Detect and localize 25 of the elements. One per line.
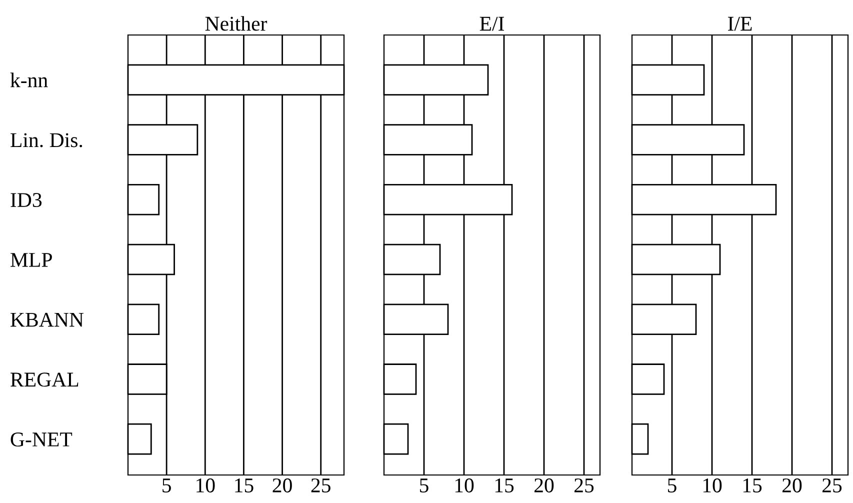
x-tick-label: 10	[196, 478, 215, 492]
chart-title: E/I	[480, 16, 504, 31]
y-tick-label: Lin. Dis.	[10, 133, 82, 148]
chart-title: I/E	[728, 16, 752, 31]
x-tick-label: 20	[272, 478, 292, 492]
x-tick-label: 25	[311, 478, 330, 492]
x-tick-label: 20	[534, 478, 554, 492]
y-tick-label: REGAL	[10, 372, 78, 387]
y-tick-label: k-nn	[10, 72, 48, 88]
y-tick-label: KBANN	[10, 312, 84, 327]
x-tick-label: 15	[235, 478, 254, 492]
x-tick-label: 25	[822, 478, 842, 492]
x-tick-label: 15	[495, 478, 514, 492]
x-tick-label: 20	[782, 478, 802, 492]
y-tick-label: G-NET	[10, 432, 72, 447]
x-tick-label: 10	[455, 478, 474, 492]
y-tick-label: ID3	[10, 193, 42, 208]
x-tick-label: 10	[703, 478, 722, 492]
x-tick-label: 5	[668, 478, 676, 492]
x-tick-label: 15	[743, 478, 762, 492]
y-tick-label: MLP	[10, 253, 52, 267]
x-tick-label: 5	[420, 478, 428, 492]
chart-title: Neither	[205, 16, 268, 31]
x-tick-label: 5	[162, 478, 171, 492]
x-tick-label: 25	[574, 478, 594, 492]
